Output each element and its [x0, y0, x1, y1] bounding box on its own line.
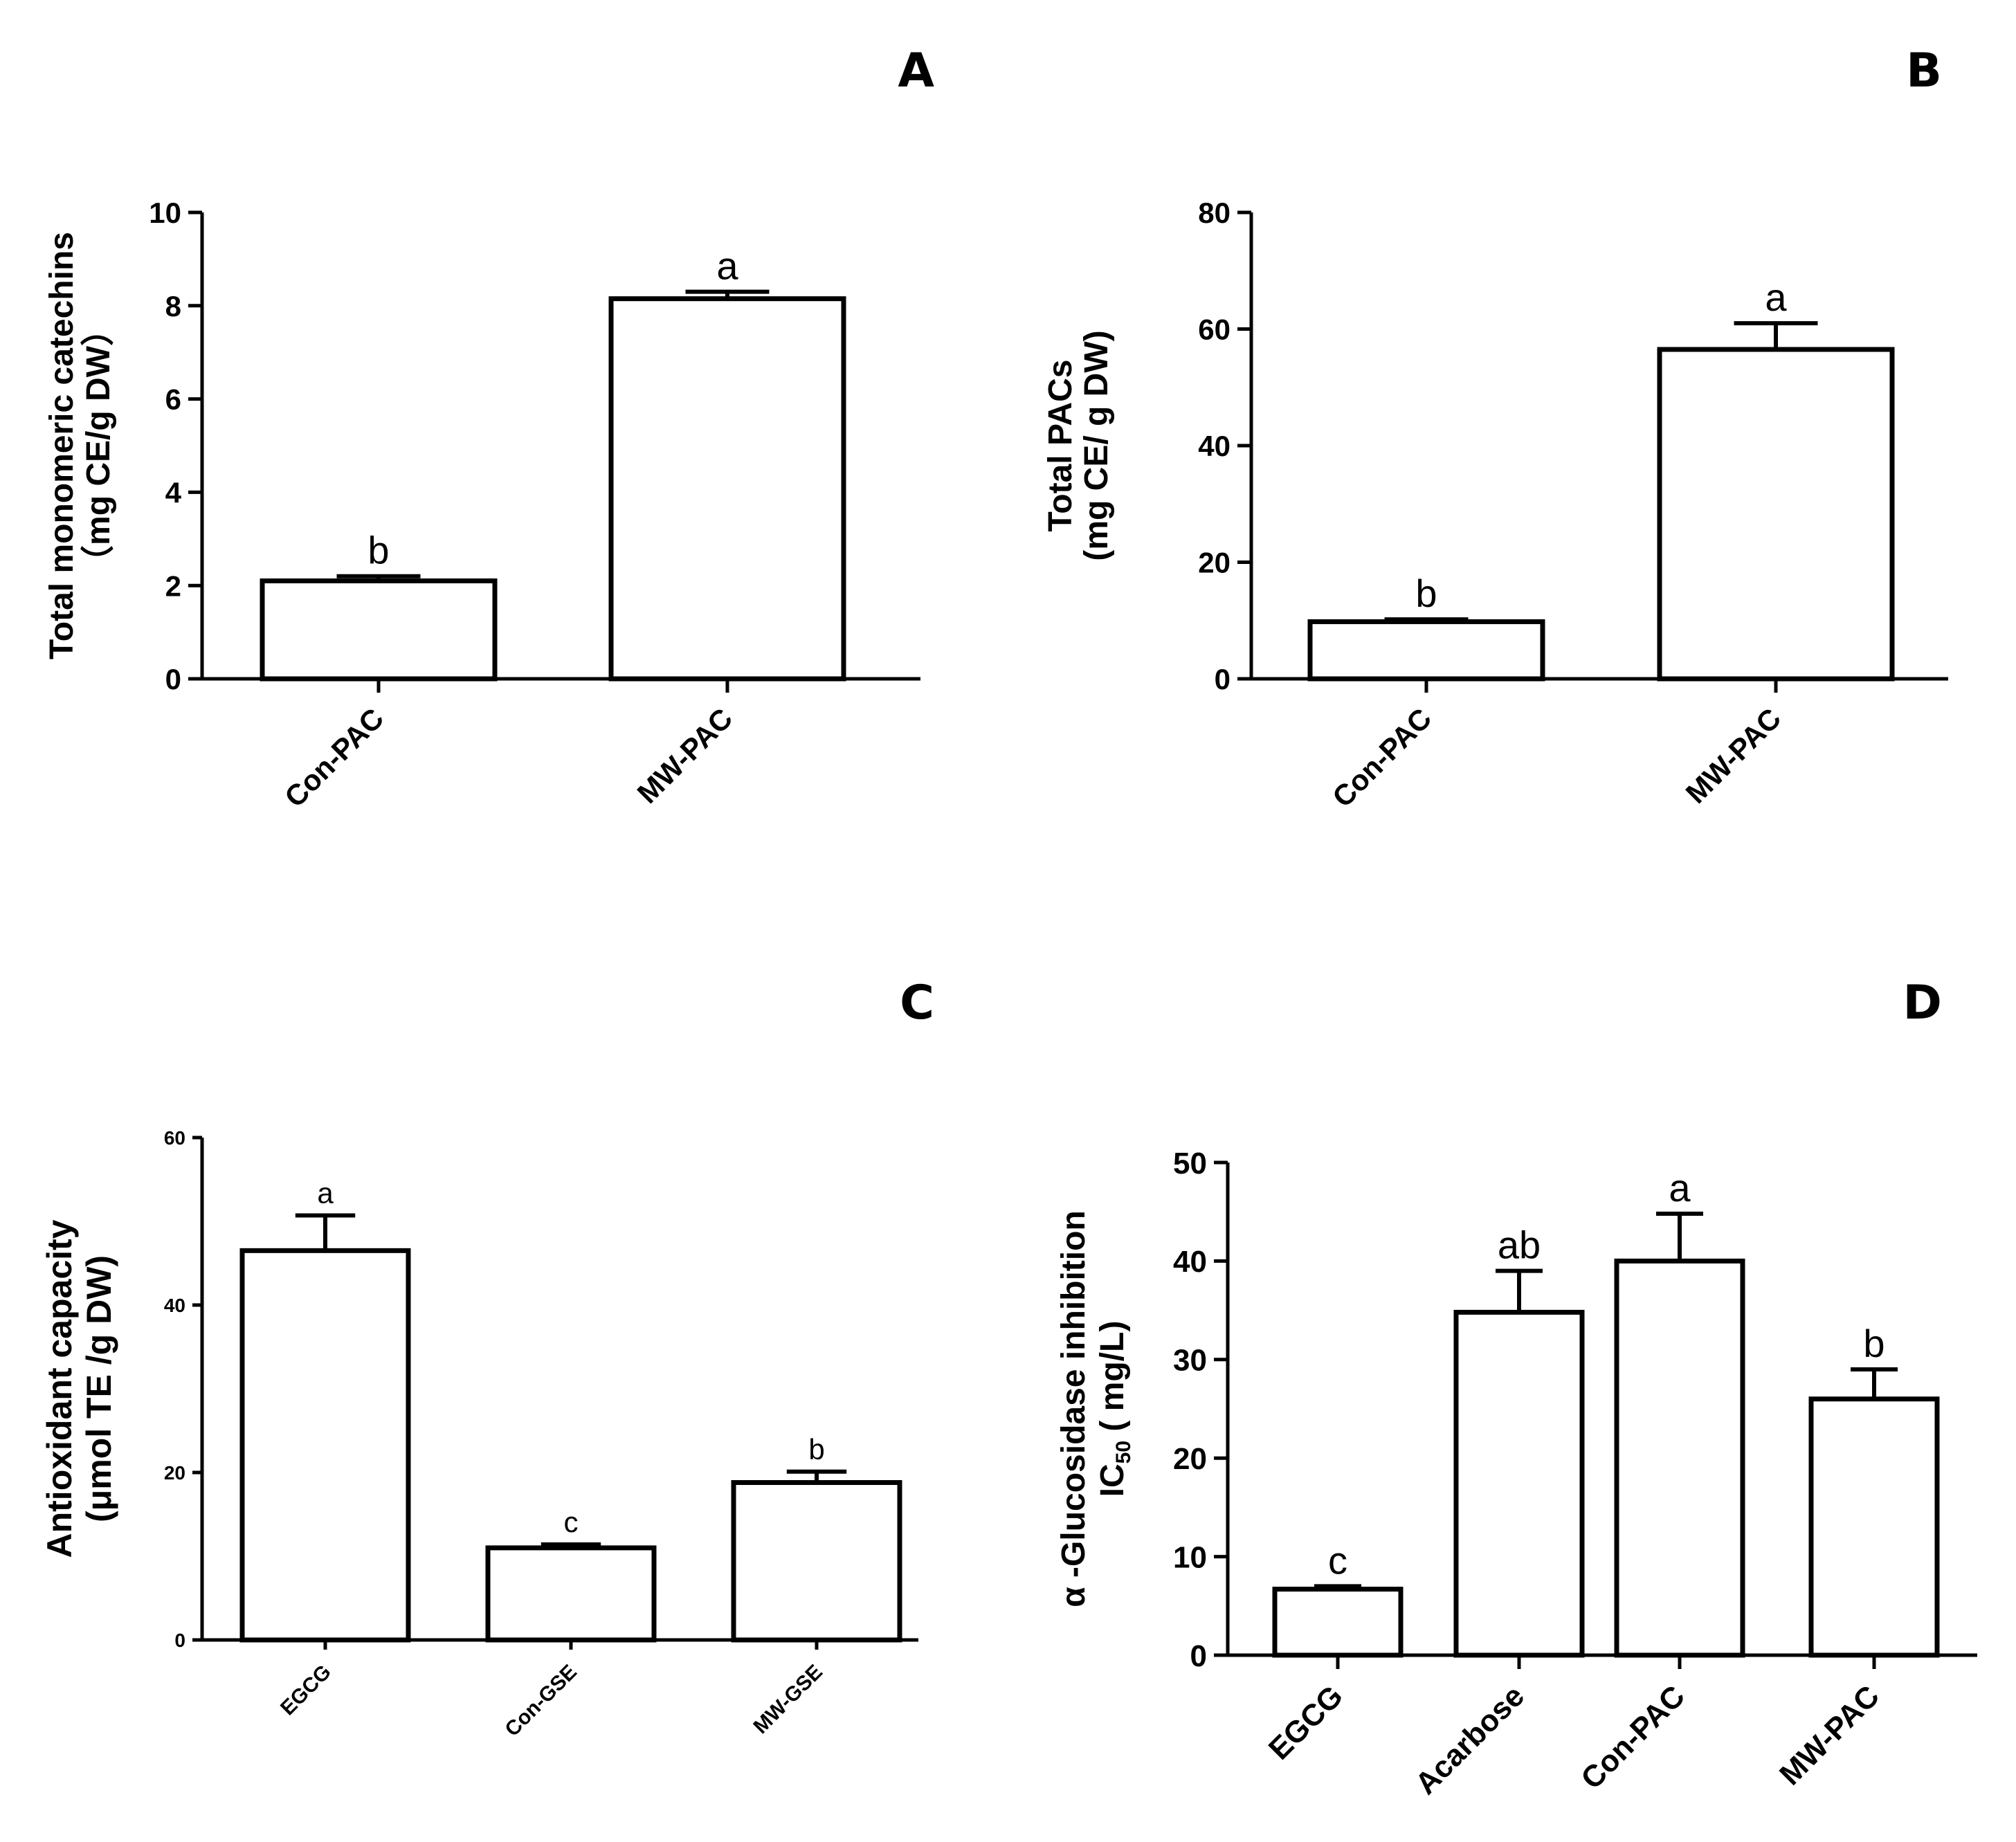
x-tick-label: MW-GSE	[749, 1661, 826, 1738]
bar-con-pac	[1307, 619, 1545, 682]
y-axis-subtitle: (mg CE/ g DW)	[1078, 330, 1115, 560]
significance-label: ab	[1498, 1223, 1541, 1267]
y-axis-title: Antioxidant capacity	[40, 1219, 79, 1558]
bar-con-gse	[485, 1545, 657, 1643]
chart-panel-d: D 0 10 20 30 40 50 c EGCG ab Acarbose a Con-PAC b MW-P…	[1055, 976, 1977, 1801]
y-tick-label: 0	[165, 663, 181, 695]
y-tick-label: 0	[1190, 1639, 1207, 1673]
y-axis-title: Total monomeric catechins	[44, 232, 80, 659]
y-tick-label: 20	[1198, 547, 1231, 579]
x-tick-label: EGCG	[1262, 1679, 1350, 1766]
y-axis-subtitle-main: IC	[1094, 1463, 1131, 1497]
bar-egcg	[1272, 1587, 1404, 1658]
significance-label: b	[808, 1433, 824, 1466]
error-bar	[685, 289, 770, 299]
significance-label: b	[1415, 572, 1437, 615]
error-bar	[1734, 321, 1818, 349]
bar-con-pac	[260, 578, 498, 682]
error-bar	[786, 1469, 847, 1483]
y-axis-subtitle-subscript: 50	[1112, 1441, 1135, 1463]
x-tick-label: MW-PAC	[1680, 702, 1788, 810]
y-tick-label: 60	[1198, 313, 1231, 346]
bar-mw-pac	[1808, 1396, 1940, 1658]
bar-mw-gse	[731, 1480, 902, 1643]
bar-con-pac	[1614, 1258, 1745, 1658]
y-axis-title: Total PACs	[1042, 360, 1079, 532]
panel-label: A	[898, 44, 934, 98]
x-tick-label: Con-PAC	[278, 702, 390, 813]
chart-panel-b: B 0 20 40 60 80 b Con-PAC a MW-PAC Total PACs (mg C…	[1042, 44, 1948, 813]
error-bar	[1656, 1212, 1703, 1261]
y-tick-label: 10	[1173, 1540, 1207, 1574]
bar-mw-pac	[608, 296, 846, 682]
x-tick-label: Con-GSE	[501, 1661, 581, 1741]
bar-egcg	[239, 1248, 411, 1643]
panel-label: B	[1906, 44, 1942, 98]
y-tick-label: 4	[165, 477, 182, 509]
x-tick-label: MW-PAC	[1773, 1679, 1886, 1791]
y-tick-label: 10	[149, 197, 181, 229]
y-tick-label: 0	[174, 1630, 185, 1651]
y-tick-label: 80	[1198, 197, 1231, 229]
y-tick-label: 20	[1173, 1442, 1207, 1476]
error-bar	[1496, 1268, 1543, 1313]
x-tick-label: Con-PAC	[1326, 702, 1437, 813]
error-bar	[295, 1213, 356, 1251]
significance-label: b	[1863, 1322, 1885, 1365]
significance-label: b	[367, 529, 389, 572]
error-bar	[1851, 1367, 1898, 1399]
x-tick-label: MW-PAC	[631, 702, 739, 810]
significance-label: c	[1328, 1538, 1347, 1582]
y-tick-label: 30	[1173, 1344, 1207, 1378]
y-axis-subtitle: IC50 ( mg/L)	[1094, 1321, 1135, 1497]
panel-label: D	[1903, 976, 1942, 1030]
y-axis-subtitle: （mg CE/g DW）	[80, 313, 117, 578]
significance-label: a	[1765, 275, 1787, 319]
bar-acarbose	[1453, 1309, 1585, 1658]
x-tick-label: Acarbose	[1409, 1679, 1531, 1800]
y-tick-label: 40	[164, 1295, 185, 1316]
bar-mw-pac	[1657, 347, 1895, 682]
y-tick-label: 8	[165, 290, 181, 322]
error-bar	[1384, 617, 1469, 622]
x-tick-label: EGCG	[276, 1661, 336, 1720]
y-tick-label: 6	[165, 383, 181, 416]
panel-label: C	[900, 976, 934, 1030]
error-bar	[541, 1542, 601, 1548]
y-tick-label: 60	[164, 1127, 185, 1149]
y-axis-subtitle-unit: ( mg/L)	[1094, 1321, 1131, 1441]
y-tick-label: 20	[164, 1462, 185, 1484]
chart-panel-a: A 0 2 4 6 8 10 b Con-PAC a MW-PAC Total monomeric c…	[44, 44, 934, 813]
chart-panel-c: C 0 20 40 60 a EGCG c Con-GSE b MW-GSE Antioxidant …	[40, 976, 934, 1741]
y-tick-label: 50	[1173, 1147, 1207, 1180]
significance-label: a	[716, 244, 738, 288]
error-bar	[1314, 1584, 1361, 1589]
y-tick-label: 40	[1198, 430, 1231, 462]
y-axis-subtitle: (μmol TE /g DW)	[80, 1255, 118, 1522]
significance-label: a	[1669, 1166, 1691, 1210]
y-tick-label: 0	[1215, 663, 1231, 695]
y-tick-label: 2	[165, 569, 181, 602]
error-bar	[336, 574, 421, 581]
x-tick-label: Con-PAC	[1574, 1679, 1691, 1796]
y-tick-label: 40	[1173, 1245, 1207, 1279]
y-axis-title: α -Glucosidase inhibition	[1055, 1210, 1092, 1607]
significance-label: c	[564, 1506, 579, 1538]
significance-label: a	[317, 1177, 334, 1210]
